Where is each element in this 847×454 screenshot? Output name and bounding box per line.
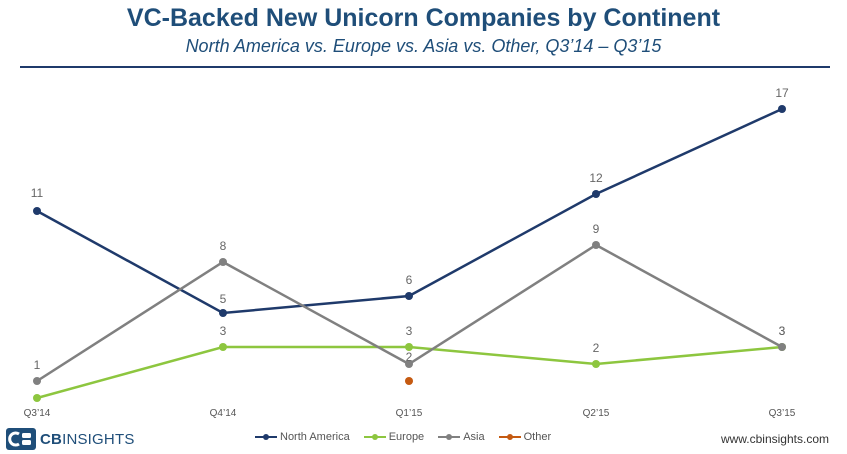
data-label-europe-1: 3 (220, 324, 227, 338)
legend-item-other: Other (498, 431, 552, 443)
point-europe-1 (219, 343, 227, 351)
point-asia-1 (219, 258, 227, 266)
chart-legend: North America Europe Asia Other (255, 431, 565, 443)
x-tick-label-2: Q1’15 (396, 408, 423, 419)
point-asia-0 (33, 377, 41, 385)
cb-logo-icon (6, 428, 36, 450)
data-label-asia-4: 3 (779, 324, 786, 338)
point-north-america-3 (592, 190, 600, 198)
point-asia-2 (405, 360, 413, 368)
legend-label-other: Other (523, 431, 552, 443)
data-label-asia-3: 9 (593, 222, 600, 236)
data-label-asia-1: 8 (220, 239, 227, 253)
point-north-america-2 (405, 292, 413, 300)
logo-text: CBINSIGHTS (40, 431, 135, 448)
data-label-north-america-4: 17 (775, 86, 789, 100)
data-label-europe-2: 3 (406, 324, 413, 338)
legend-item-north-america: North America (255, 431, 350, 443)
logo-text-rest: INSIGHTS (62, 430, 135, 448)
data-label-north-america-3: 12 (589, 171, 603, 185)
x-tick-label-3: Q2’15 (583, 408, 610, 419)
data-label-north-america-0: 11 (31, 186, 44, 200)
title-divider (20, 66, 830, 68)
legend-label-europe: Europe (388, 431, 425, 443)
legend-label-north-america: North America (280, 431, 350, 443)
point-north-america-1 (219, 309, 227, 317)
data-label-europe-4: 3 (779, 324, 786, 338)
x-tick-label-4: Q3’15 (769, 408, 796, 419)
legend-swatch-north-america (255, 434, 277, 440)
legend-item-europe: Europe (363, 431, 425, 443)
data-label-north-america-2: 6 (406, 273, 413, 287)
legend-item-asia: Asia (438, 431, 485, 443)
data-label-north-america-1: 5 (220, 292, 227, 306)
legend-label-asia: Asia (463, 431, 485, 443)
data-label-europe-3: 2 (593, 341, 600, 355)
logo-text-bold: CB (40, 430, 63, 448)
legend-swatch-other (498, 434, 521, 440)
point-asia-3 (592, 241, 600, 249)
data-label-asia-2: 2 (406, 350, 413, 364)
x-tick-label-0: Q3’14 (24, 408, 51, 419)
point-other-2 (405, 377, 413, 385)
x-tick-label-1: Q4’14 (210, 408, 237, 419)
point-europe-3 (592, 360, 600, 368)
legend-swatch-europe (363, 434, 386, 440)
point-europe-0 (33, 394, 41, 402)
chart-subtitle: North America vs. Europe vs. Asia vs. Ot… (185, 36, 662, 56)
point-north-america-4 (778, 105, 786, 113)
chart-title: VC-Backed New Unicorn Companies by Conti… (126, 4, 721, 32)
cb-insights-logo: CBINSIGHTS (6, 428, 135, 450)
legend-swatch-asia (438, 434, 461, 440)
point-north-america-0 (33, 207, 41, 215)
point-europe-2 (405, 343, 413, 351)
data-label-asia-0: 1 (34, 358, 41, 372)
website-url: www.cbinsights.com (720, 432, 829, 446)
point-asia-4 (778, 343, 786, 351)
